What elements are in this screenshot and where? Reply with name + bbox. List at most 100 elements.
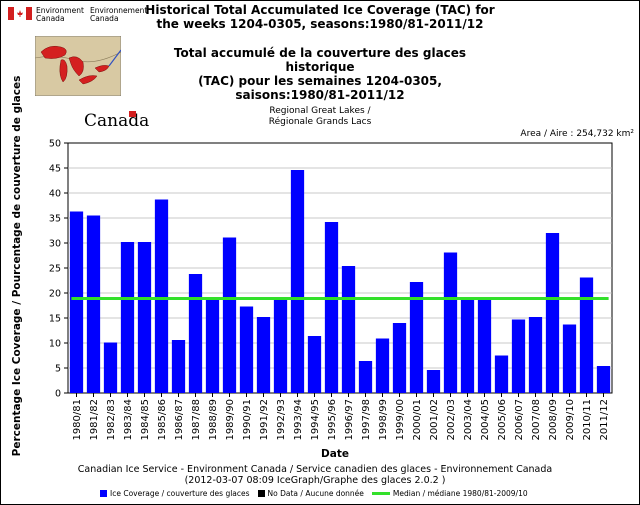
chart-title-en: Historical Total Accumulated Ice Coverag… [140,3,500,31]
bar [222,237,237,393]
bar [137,242,152,393]
y-tick-label: 40 [49,189,61,200]
x-tick-label: 1994/95 [310,399,321,441]
x-tick-label: 1993/94 [293,399,304,441]
dept-en-line1: Environment [36,6,84,15]
dept-en-line2: Canada [36,14,65,23]
x-tick-label: 1998/99 [378,399,389,441]
x-tick-label: 1982/83 [106,399,117,441]
x-tick-label: 1997/98 [361,399,372,441]
bar [579,277,594,393]
x-tick-label: 2010/11 [582,399,593,441]
title-fr-line2: (TAC) pour les semaines 1204-0305, [198,74,442,88]
x-tick-label: 1995/96 [327,399,338,441]
y-tick-label: 30 [49,239,61,250]
bar [69,211,84,393]
y-tick-label: 10 [49,339,61,350]
dept-fr-line2: Canada [90,14,119,23]
dept-name-fr: Environnement Canada [90,7,147,23]
bar [239,306,254,393]
bar [256,317,271,393]
x-tick-label: 2004/05 [480,399,491,441]
x-tick-label: 2002/03 [446,399,457,441]
legend-nodata-label: No Data / Aucune donnée [267,489,364,498]
legend-median: Median / médiane 1980/81-2009/10 [371,489,528,498]
x-tick-label: 1981/82 [89,399,100,441]
y-tick-label: 45 [49,164,61,175]
x-tick-label: 1996/97 [344,399,355,441]
bar [307,336,322,393]
x-tick-label: 2008/09 [548,399,559,441]
legend-ice-swatch [100,490,107,497]
region-line1: Regional Great Lakes / [269,106,371,116]
bar [477,298,492,393]
legend-ice: Ice Coverage / couverture des glaces [100,489,250,498]
y-tick-label: 15 [49,314,61,325]
y-tick-label: 20 [49,289,61,300]
bar [562,324,577,393]
bar [426,370,441,393]
bar [103,342,118,393]
bar [528,317,543,393]
region-line2: Régionale Grands Lacs [268,117,372,127]
y-tick-label: 50 [49,139,61,150]
x-tick-label: 2009/10 [565,399,576,441]
legend-nodata: No Data / Aucune donnée [257,489,364,498]
bar [188,274,203,393]
x-tick-label: 1987/88 [191,399,202,441]
legend-nodata-swatch [257,490,265,497]
legend-median-label: Median / médiane 1980/81-2009/10 [392,489,528,498]
x-tick-label: 1990/91 [242,399,253,441]
y-tick-label: 25 [49,264,61,275]
title-en-line1: Historical Total Accumulated Ice Coverag… [145,3,495,17]
x-tick-label: 2011/12 [599,399,610,441]
x-tick-label: 1992/93 [276,399,287,441]
x-tick-label: 1999/00 [395,399,406,441]
bar [358,361,373,393]
x-tick-label: 1991/92 [259,399,270,441]
canada-flag-icon [8,7,32,20]
footer-credit: Canadian Ice Service - Environment Canad… [77,464,553,475]
x-tick-label: 2005/06 [497,399,508,441]
bar [154,199,169,393]
bar [494,355,509,393]
bar [375,338,390,393]
bar [511,319,526,393]
title-en-line2: the weeks 1204-0305, seasons:1980/81-201… [156,17,484,31]
y-tick-label: 0 [55,389,61,400]
chart-title-fr: Total accumulé de la couverture des glac… [140,46,500,102]
bar [86,215,101,393]
y-tick-label: 35 [49,214,61,225]
bar [120,242,135,393]
bar [545,233,560,393]
region-label: Regional Great Lakes / Régionale Grands … [230,106,410,128]
x-tick-label: 1984/85 [140,399,151,441]
bar [324,222,339,393]
y-axis-label: Percentage Ice Coverage / Pourcentage de… [11,76,23,457]
bar [171,340,186,393]
bar [341,266,356,393]
area-label: Area / Aire : 254,732 km² [520,129,634,139]
x-tick-label: 1983/84 [123,399,134,441]
bar [596,366,611,393]
x-tick-label: 1989/90 [225,399,236,441]
footer: Canadian Ice Service - Environment Canad… [60,464,570,486]
legend-ice-label: Ice Coverage / couverture des glaces [110,489,250,498]
legend-median-swatch [371,492,390,495]
x-tick-label: 1986/87 [174,399,185,441]
great-lakes-map-icon [35,36,121,96]
legend: Ice Coverage / couverture des glaces No … [100,489,536,498]
x-tick-label: 1985/86 [157,399,168,441]
bar [460,298,475,393]
bar [409,282,424,393]
footer-timestamp: (2012-03-07 08:09 IceGraph/Graphe des gl… [184,475,446,486]
bar [392,323,407,393]
x-tick-label: 2000/01 [412,399,423,441]
x-tick-label: 2007/08 [531,399,542,441]
title-fr-line3: saisons:1980/81-2011/12 [235,88,405,102]
x-tick-label: 2003/04 [463,399,474,441]
x-axis-label: Date [321,448,349,460]
bar [273,298,288,393]
x-tick-label: 1988/89 [208,399,219,441]
